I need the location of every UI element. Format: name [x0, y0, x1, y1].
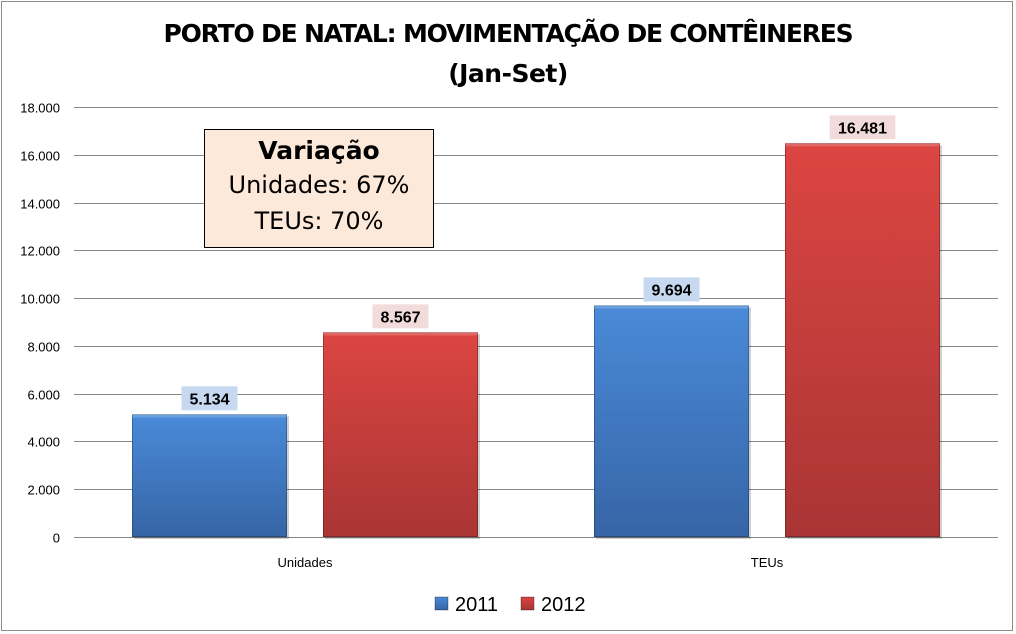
chart-subtitle: (Jan-Set) — [448, 59, 568, 88]
annotation-heading: Variação — [258, 136, 380, 165]
data-label-bg — [372, 304, 429, 329]
legend-label: 2012 — [541, 594, 586, 616]
bar-edge — [785, 143, 940, 537]
legend-swatch — [434, 596, 449, 611]
legend: 2011 2012 — [434, 594, 586, 616]
x-tick-label: TEUs — [751, 555, 784, 570]
y-axis: 0 2.000 4.000 6.000 8.000 10.000 12.000 14.000 1… — [20, 101, 60, 546]
bars — [132, 143, 942, 539]
bar — [594, 305, 749, 537]
y-tick-label: 18.000 — [20, 101, 60, 116]
y-tick-label: 14.000 — [20, 197, 60, 212]
bar-bevel — [785, 143, 940, 148]
data-label-bg — [643, 277, 700, 302]
annotation-line-teus: TEUs: 70% — [254, 207, 384, 235]
data-label: 16.481 — [838, 120, 887, 137]
y-tick-label: 8.000 — [27, 340, 60, 355]
bar-2011-unidades — [132, 414, 289, 539]
y-tick-label: 10.000 — [20, 292, 60, 307]
data-label: 5.134 — [189, 391, 229, 408]
bar — [132, 414, 287, 537]
annotation-line-units: Unidades: 67% — [228, 171, 410, 199]
bar-edge — [594, 305, 749, 537]
bar — [323, 332, 478, 537]
y-tick-label: 12.000 — [20, 244, 60, 259]
bar-2012-unidades — [323, 332, 480, 539]
bar — [785, 143, 940, 537]
bar-bevel — [594, 305, 749, 310]
y-tick-label: 2.000 — [27, 483, 60, 498]
variation-annotation: Variação Unidades: 67% TEUs: 70% — [204, 129, 434, 248]
data-label-bg — [829, 115, 896, 140]
x-tick-label: Unidades — [278, 555, 333, 570]
bar-edge — [132, 414, 287, 537]
bar-bevel — [323, 332, 478, 337]
y-tick-label: 4.000 — [27, 435, 60, 450]
bar-2012-teus — [785, 143, 942, 539]
legend-label: 2011 — [455, 594, 498, 616]
legend-item-2012: 2012 — [520, 594, 586, 616]
bar-edge — [323, 332, 478, 538]
x-axis: Unidades TEUs — [278, 555, 784, 570]
y-tick-label: 6.000 — [27, 388, 60, 403]
legend-item-2011: 2011 — [434, 594, 498, 616]
legend-swatch — [520, 596, 535, 611]
bar-bevel — [132, 414, 287, 419]
data-label: 9.694 — [651, 282, 691, 299]
bar-2011-teus — [594, 305, 751, 539]
data-labels: 5.134 8.567 9.694 16.481 — [181, 115, 896, 411]
data-label-bg — [181, 386, 238, 411]
chart-title: PORTO DE NATAL: MOVIMENTAÇÃO DE CONTÊINE… — [164, 19, 853, 48]
data-label: 8.567 — [380, 309, 420, 326]
y-tick-label: 16.000 — [20, 149, 60, 164]
y-tick-label: 0 — [53, 531, 60, 546]
